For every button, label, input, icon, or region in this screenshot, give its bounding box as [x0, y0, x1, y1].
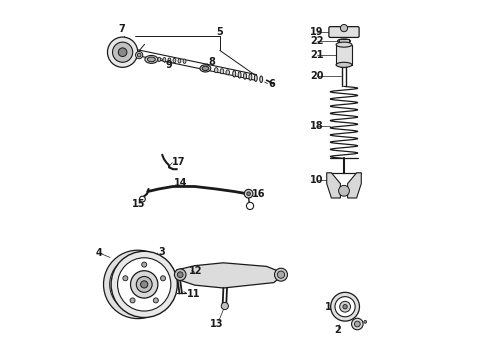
Circle shape [161, 276, 166, 281]
Text: 15: 15 [132, 199, 146, 209]
Ellipse shape [336, 62, 352, 67]
Ellipse shape [200, 65, 211, 72]
Ellipse shape [178, 59, 181, 63]
Circle shape [123, 276, 128, 281]
Circle shape [142, 262, 147, 267]
Circle shape [153, 298, 158, 303]
Circle shape [140, 196, 145, 202]
Circle shape [343, 305, 347, 309]
Text: 8: 8 [208, 57, 215, 67]
Ellipse shape [244, 73, 246, 79]
Circle shape [341, 24, 347, 32]
Text: 9: 9 [165, 60, 172, 70]
Text: 12: 12 [189, 266, 202, 276]
Circle shape [274, 268, 288, 281]
Ellipse shape [249, 74, 252, 80]
Text: 1: 1 [325, 302, 331, 312]
Text: 7: 7 [118, 24, 125, 34]
Ellipse shape [340, 65, 348, 68]
Circle shape [335, 297, 355, 317]
Text: 3: 3 [159, 247, 165, 257]
Ellipse shape [145, 55, 158, 63]
Circle shape [331, 292, 360, 321]
Circle shape [247, 192, 250, 195]
Circle shape [130, 271, 158, 298]
Ellipse shape [338, 39, 350, 43]
Ellipse shape [147, 57, 155, 62]
Text: 11: 11 [187, 289, 201, 300]
Circle shape [245, 189, 253, 198]
Circle shape [340, 301, 350, 312]
Ellipse shape [254, 75, 257, 81]
Text: 4: 4 [96, 248, 102, 258]
Text: 6: 6 [269, 78, 275, 89]
Ellipse shape [168, 58, 171, 62]
Text: 5: 5 [217, 27, 223, 37]
Bar [339, 39, 349, 44]
Circle shape [364, 320, 367, 323]
Polygon shape [347, 173, 361, 198]
Circle shape [107, 37, 138, 67]
Ellipse shape [336, 42, 352, 47]
Circle shape [111, 251, 177, 318]
Circle shape [136, 51, 143, 59]
Ellipse shape [202, 66, 209, 71]
Ellipse shape [173, 58, 176, 63]
Text: 20: 20 [310, 71, 323, 81]
Circle shape [221, 302, 228, 310]
Text: 19: 19 [310, 27, 323, 37]
Circle shape [277, 271, 285, 278]
Ellipse shape [183, 59, 186, 63]
Text: 13: 13 [209, 319, 223, 329]
Text: 14: 14 [174, 178, 188, 188]
Bar [336, 45, 352, 65]
Ellipse shape [260, 76, 263, 82]
Wedge shape [110, 256, 152, 312]
Circle shape [136, 276, 152, 292]
Circle shape [118, 48, 127, 57]
Circle shape [351, 318, 363, 330]
Circle shape [137, 53, 141, 57]
Polygon shape [176, 263, 285, 288]
FancyBboxPatch shape [329, 27, 359, 37]
Circle shape [113, 42, 133, 62]
Circle shape [177, 272, 183, 278]
Ellipse shape [226, 70, 229, 75]
Circle shape [118, 258, 171, 311]
Text: 10: 10 [310, 175, 323, 185]
Ellipse shape [158, 57, 161, 62]
Circle shape [130, 298, 135, 303]
Ellipse shape [220, 69, 224, 74]
Circle shape [141, 281, 148, 288]
Text: 16: 16 [251, 189, 265, 199]
Ellipse shape [215, 68, 218, 73]
Text: 22: 22 [310, 36, 323, 46]
Text: 17: 17 [172, 157, 185, 167]
Ellipse shape [233, 71, 236, 77]
Circle shape [354, 321, 360, 327]
Ellipse shape [163, 58, 166, 62]
Text: 21: 21 [310, 50, 323, 60]
Circle shape [174, 269, 186, 280]
Text: 18: 18 [310, 121, 323, 131]
Ellipse shape [238, 72, 241, 78]
Wedge shape [103, 250, 155, 319]
Circle shape [339, 185, 349, 196]
Polygon shape [327, 173, 341, 198]
Text: 2: 2 [334, 325, 341, 336]
Circle shape [246, 202, 254, 210]
